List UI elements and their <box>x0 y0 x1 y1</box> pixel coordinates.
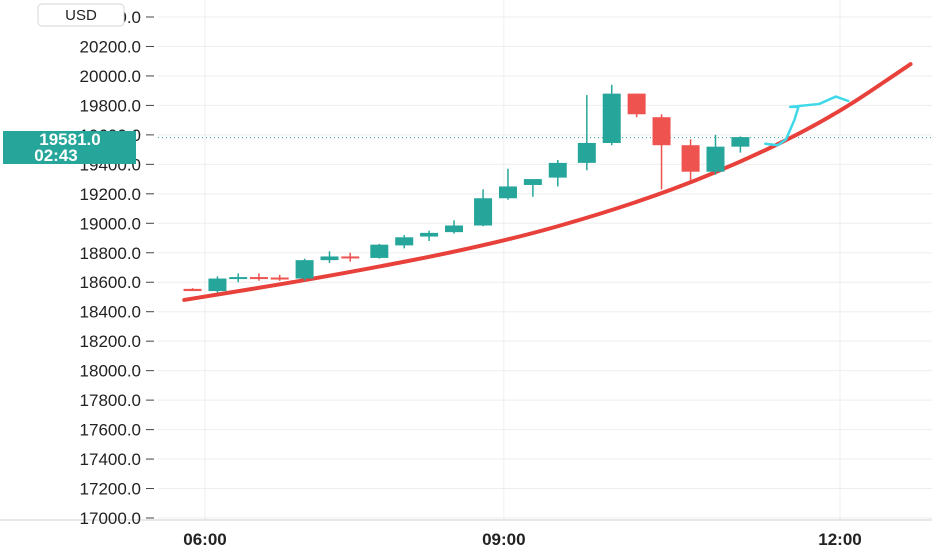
price-tick-label: 20000.0 <box>80 67 141 86</box>
currency-badge-label: USD <box>65 7 97 24</box>
candle-body <box>445 225 464 233</box>
candle-body <box>523 179 542 185</box>
last-price-label: 19581.0 <box>39 130 100 149</box>
price-tick-label: 19200.0 <box>80 185 141 204</box>
freehand-arrow <box>764 95 850 147</box>
freehand-drawing-layer <box>764 95 850 147</box>
price-tick-label: 18400.0 <box>80 303 141 322</box>
currency-badge[interactable]: USD <box>37 3 125 27</box>
trend-curve <box>182 62 913 302</box>
last-price-marker: 19581.0 02:43 <box>3 130 136 165</box>
candle-body <box>249 277 268 280</box>
price-tick-label: 20200.0 <box>80 37 141 56</box>
price-tick-label: 17200.0 <box>80 480 141 499</box>
candle-body <box>229 277 248 280</box>
price-tick-label: 18000.0 <box>80 362 141 381</box>
candle-body <box>474 198 493 226</box>
candle-body <box>652 117 671 146</box>
candle-body <box>270 277 289 280</box>
candles-layer <box>183 84 750 293</box>
candle-body <box>577 142 596 163</box>
time-tick-label: 09:00 <box>482 530 525 549</box>
time-axis: 06:00 09:00 12:00 <box>183 530 861 549</box>
candle-body <box>681 145 700 172</box>
price-tick-label: 18200.0 <box>80 332 141 351</box>
candle-body <box>548 162 567 178</box>
candle-body <box>183 288 202 292</box>
candle-body <box>731 137 750 147</box>
candle-body <box>627 93 646 115</box>
candle-body <box>706 146 725 172</box>
price-tick-label: 17000.0 <box>80 509 141 528</box>
candle-body <box>370 244 389 258</box>
candle-body <box>295 260 314 279</box>
candle-body <box>395 237 414 246</box>
price-tick-label: 17800.0 <box>80 391 141 410</box>
price-axis: 20400.020200.020000.019800.019600.019400… <box>80 8 154 528</box>
candle-body <box>208 278 227 292</box>
candle-body <box>341 256 360 259</box>
candle-body <box>602 93 621 143</box>
time-tick-label: 06:00 <box>183 530 226 549</box>
grid <box>0 0 932 521</box>
countdown-label: 02:43 <box>34 146 77 165</box>
price-tick-label: 18600.0 <box>80 273 141 292</box>
candle-body <box>420 232 439 237</box>
price-tick-label: 17600.0 <box>80 421 141 440</box>
price-tick-label: 18800.0 <box>80 244 141 263</box>
price-tick-label: 19800.0 <box>80 96 141 115</box>
price-tick-label: 19000.0 <box>80 214 141 233</box>
candle-body <box>498 186 517 199</box>
trend-curve-layer <box>182 62 913 302</box>
time-tick-label: 12:00 <box>818 530 861 549</box>
price-tick-label: 17400.0 <box>80 450 141 469</box>
candle-body <box>320 256 339 261</box>
